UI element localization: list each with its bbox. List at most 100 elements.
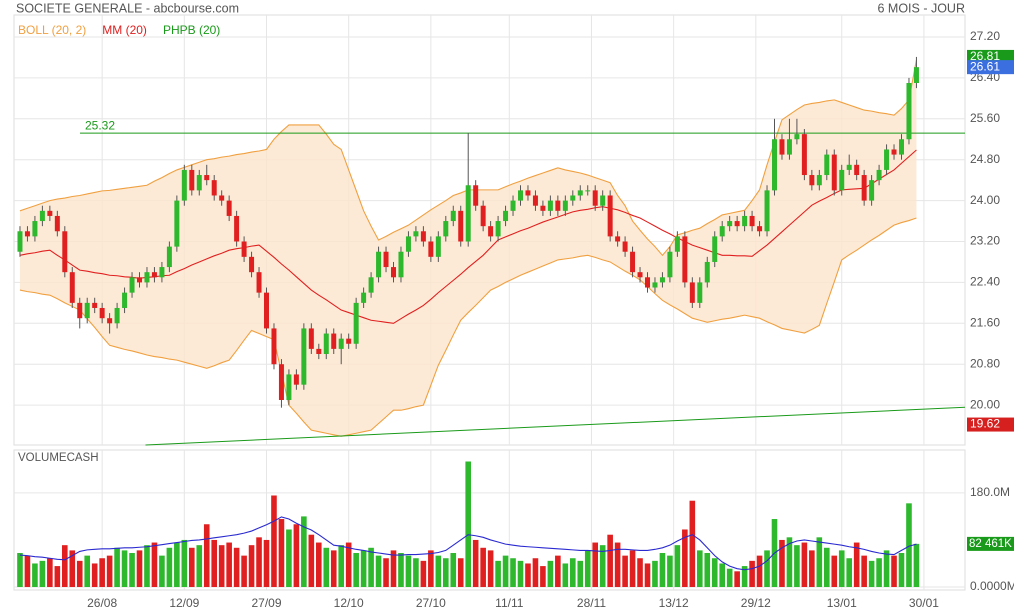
candle-body [92, 302, 98, 308]
volume-bar [749, 560, 755, 587]
candle-body [47, 210, 53, 216]
candle-body [712, 236, 718, 262]
volume-bar [218, 545, 225, 587]
candle-body [839, 169, 845, 191]
volume-bar [39, 560, 46, 587]
candle-body [510, 200, 516, 211]
legend-entry: MM (20) [102, 23, 147, 37]
volume-bar [861, 555, 867, 587]
y-tick-label: 20.80 [970, 356, 1000, 370]
candle-body [301, 328, 307, 385]
candle-body [891, 149, 897, 155]
y-tick-label: 22.40 [970, 275, 1000, 289]
volume-bar [734, 571, 740, 587]
candle-body [241, 241, 247, 257]
candle-body [151, 272, 157, 278]
volume-bar [256, 537, 262, 587]
candle-body [122, 292, 128, 308]
candle-body [637, 272, 643, 278]
volume-bar [286, 529, 292, 587]
volume-bar [823, 547, 830, 587]
volume-bar [599, 545, 606, 587]
candle-body [779, 139, 785, 155]
y-tick-label: 25.60 [970, 111, 1000, 125]
volume-bar [263, 539, 270, 587]
volume-bar [644, 563, 651, 587]
volume-bar [592, 542, 599, 587]
candle-body [435, 236, 441, 257]
candle-body [114, 307, 120, 324]
x-tick-label: 28/11 [577, 596, 606, 610]
candle-body [346, 338, 352, 344]
x-tick-label: 12/09 [169, 596, 199, 610]
volume-bar [54, 566, 61, 587]
volume-marker [967, 536, 1014, 551]
candle-body [480, 205, 486, 227]
candle-body [398, 251, 404, 278]
volume-bar [547, 560, 554, 587]
candle-body [577, 190, 583, 196]
candle-body [174, 200, 180, 247]
volume-bar [629, 550, 636, 587]
candle-body [413, 231, 419, 237]
volume-bar [226, 542, 232, 587]
volume-bar [129, 553, 135, 587]
x-tick-label: 27/10 [416, 596, 446, 610]
volume-bar [136, 550, 143, 587]
candle-body [144, 272, 150, 283]
candle-body [77, 302, 83, 319]
candle-body [465, 185, 471, 242]
volume-bar [525, 563, 531, 587]
volume-bar [114, 547, 120, 587]
candle-body [884, 149, 890, 170]
price-panel [13, 14, 966, 446]
x-tick-label: 11/11 [495, 596, 524, 610]
volume-bar [91, 563, 98, 587]
candle-body [652, 282, 658, 288]
candle-body [555, 200, 561, 211]
x-tick-label: 27/09 [251, 596, 281, 610]
candle-body [503, 210, 509, 222]
volume-bar [846, 558, 853, 587]
candle-body [876, 169, 882, 181]
candle-body [137, 277, 143, 283]
y-tick-label: 180.0M [970, 485, 1010, 499]
volume-bar [741, 566, 748, 587]
candle-body [84, 302, 90, 319]
candle-body [682, 236, 688, 283]
candle-body [293, 374, 299, 385]
candle-body [899, 139, 905, 155]
volume-bar [779, 539, 785, 587]
volume-bar [622, 555, 628, 587]
y-tick-label: 20.00 [970, 397, 1000, 411]
candle-body [764, 190, 770, 232]
candle-body [391, 267, 397, 278]
x-tick-label: 13/01 [827, 596, 857, 610]
volume-bar [876, 558, 882, 587]
volume-bar [719, 563, 726, 587]
legend-entry: BOLL (20, 2) [18, 23, 86, 37]
volume-bar [69, 550, 76, 587]
candle-body [264, 292, 270, 329]
y-tick-label: 0.0000M [970, 579, 1014, 593]
volume-bar [398, 553, 404, 587]
candle-body [547, 200, 553, 211]
volume-bar [375, 555, 382, 587]
volume-bar [562, 563, 569, 587]
volume-panel [13, 449, 966, 591]
candle-body [331, 333, 337, 349]
volume-bar [682, 529, 688, 587]
volume-bar [315, 542, 322, 587]
volume-bar [383, 558, 389, 587]
volume-bar [345, 542, 352, 587]
candle-body [428, 241, 434, 257]
y-tick-label: 24.80 [970, 152, 1000, 166]
volume-bar [84, 555, 91, 587]
volume-bar [764, 550, 770, 587]
candle-body [316, 348, 322, 354]
volume-bar [121, 550, 128, 587]
volume-bar [906, 503, 912, 587]
volume-bar [413, 558, 419, 587]
volume-bar [368, 547, 374, 587]
volume-bar [652, 560, 658, 587]
